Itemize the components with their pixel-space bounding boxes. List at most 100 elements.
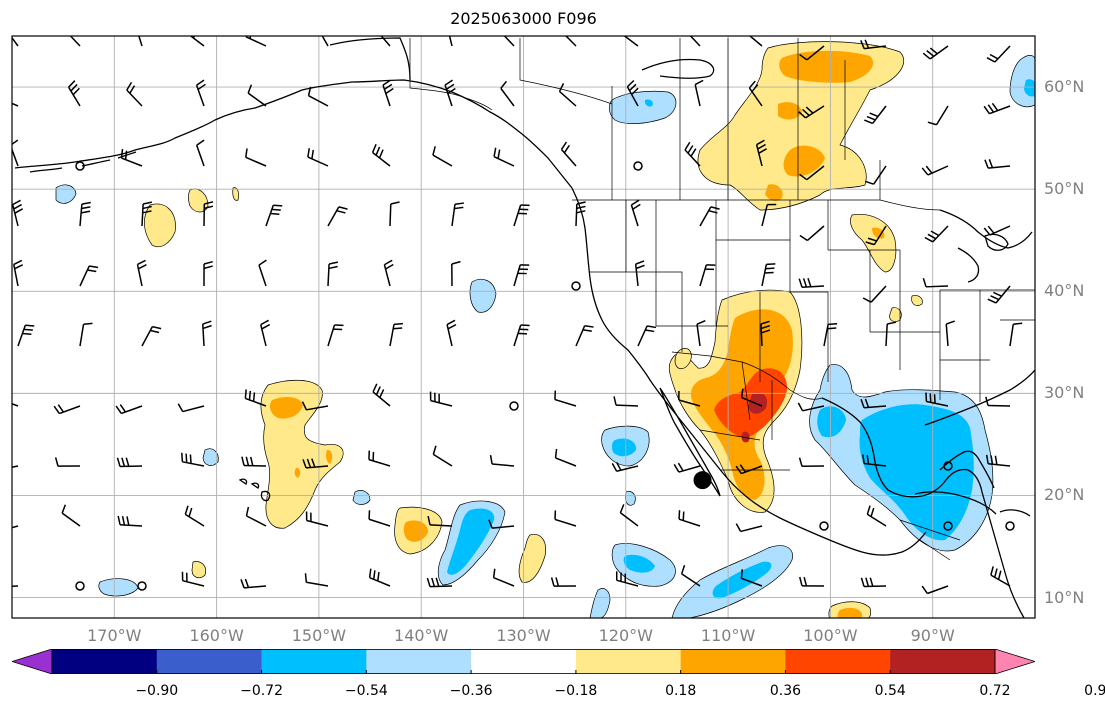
wind-barb xyxy=(79,265,99,287)
wind-barb xyxy=(862,285,887,303)
gulf-coast xyxy=(821,397,1025,618)
contour-greatlakes-orange xyxy=(872,227,885,239)
colorbar-band xyxy=(680,649,786,674)
longitude-label: 150°W xyxy=(291,626,347,645)
contour-northeast-blue xyxy=(1024,79,1035,97)
colorbar-band xyxy=(471,649,577,674)
wind-barb xyxy=(79,322,93,347)
wind-barb xyxy=(921,165,949,176)
wind-barb xyxy=(799,165,825,181)
contour-pacific-small-2 xyxy=(352,490,371,505)
colorbar-tick-label: 0.18 xyxy=(665,683,697,699)
wind-barb xyxy=(195,139,205,167)
wind-barb xyxy=(921,585,949,595)
wind-barb xyxy=(301,401,329,411)
colorbar-extension-high xyxy=(994,649,1035,674)
wind-barb xyxy=(513,324,530,347)
wind-barb xyxy=(203,201,214,227)
contour-pacific-small-1 xyxy=(202,448,219,466)
alaska-coast xyxy=(14,79,573,189)
hudson-bay xyxy=(641,58,715,79)
wind-barb xyxy=(372,383,391,407)
wind-barb xyxy=(500,80,515,107)
wind-barb xyxy=(865,225,887,246)
colorbar-band xyxy=(366,649,472,674)
contour-pacific-west-orange-2 xyxy=(326,449,333,464)
wind-barb xyxy=(141,325,162,347)
wind-barb xyxy=(866,505,887,527)
hawaii-1 xyxy=(238,478,248,485)
wind-barb xyxy=(302,458,329,469)
wind-barb xyxy=(798,457,825,468)
wind-barb xyxy=(444,79,456,107)
wind-barb xyxy=(305,511,329,527)
wind-barb xyxy=(245,36,267,47)
alaska-canada-border xyxy=(409,38,493,111)
latitude-label: 10°N xyxy=(1044,587,1085,607)
wind-barb xyxy=(13,259,24,287)
field-shading xyxy=(55,41,1035,618)
longitude-label: 130°W xyxy=(496,626,551,645)
wind-barb xyxy=(12,525,19,529)
wind-barb xyxy=(694,79,704,107)
wind-barb xyxy=(864,105,887,125)
wind-barb xyxy=(12,139,19,167)
wind-barb xyxy=(117,515,143,527)
wind-barb xyxy=(492,568,515,587)
alaska-north-coast xyxy=(329,37,411,81)
wind-barb xyxy=(244,389,267,407)
contour-pacific-140-orange xyxy=(403,520,428,542)
latitude-label: 40°N xyxy=(1044,281,1085,301)
mexico-states xyxy=(699,361,790,471)
coastlines xyxy=(14,37,1035,618)
colorbar xyxy=(12,649,1035,674)
wind-barb xyxy=(564,36,577,47)
wind-barb xyxy=(797,402,825,412)
wind-barb xyxy=(451,202,464,227)
wind-barb xyxy=(823,322,838,347)
wind-barb xyxy=(637,325,657,347)
contour-pacific-west-orange-3 xyxy=(294,467,301,478)
contour-canada-orange-4 xyxy=(765,184,783,201)
wind-barb xyxy=(799,576,825,587)
wind-barb xyxy=(684,141,701,167)
wind-barb xyxy=(761,263,776,287)
wind-barb xyxy=(17,324,35,347)
wind-barb xyxy=(761,203,777,227)
wind-barb xyxy=(922,45,949,60)
wind-barb xyxy=(184,505,205,527)
wind-barb xyxy=(760,320,771,347)
wind-barb xyxy=(558,83,577,107)
wind-barb xyxy=(136,259,147,287)
wind-barb xyxy=(432,146,453,167)
wind-barb xyxy=(740,569,763,587)
wind-barb xyxy=(141,201,153,227)
tropical-cyclone-marker xyxy=(693,471,712,490)
wind-barb xyxy=(633,161,643,171)
wind-barb xyxy=(735,523,763,533)
wind-barb xyxy=(241,456,267,467)
us-canada-border xyxy=(572,160,941,211)
wind-barb xyxy=(327,261,339,287)
wind-barb xyxy=(116,457,143,468)
wind-barb xyxy=(619,504,639,527)
wind-barb xyxy=(699,206,720,227)
contour-epac-3 xyxy=(589,588,611,618)
longitude-label: 170°W xyxy=(87,626,142,645)
wind-barb xyxy=(509,401,519,411)
wind-barb xyxy=(885,321,897,347)
wind-barb xyxy=(862,454,887,467)
gridlines xyxy=(12,36,1035,618)
wind-barb xyxy=(927,105,949,126)
colorbar-tick-label: −0.90 xyxy=(135,683,179,699)
wind-barb xyxy=(304,573,329,587)
latitude-label: 60°N xyxy=(1044,77,1085,97)
wind-barb xyxy=(983,225,1011,236)
contour-canada-orange xyxy=(779,50,874,83)
wind-barb xyxy=(1005,521,1015,531)
wind-barb xyxy=(740,388,763,407)
wind-barb xyxy=(798,277,825,288)
colorbar-tick-label: −0.72 xyxy=(240,683,283,699)
central-america xyxy=(899,519,961,561)
wind-barb xyxy=(493,147,515,167)
